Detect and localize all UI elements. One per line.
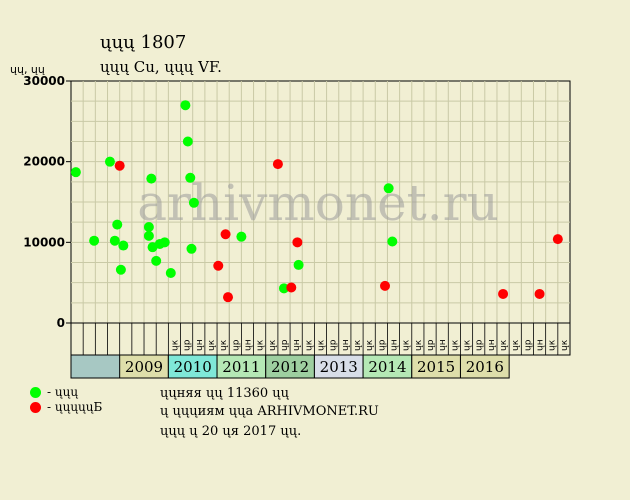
quarter-label: ųн — [341, 339, 351, 351]
sold-point — [186, 243, 197, 254]
sold-point — [118, 240, 129, 251]
quarter-label: ųн — [243, 339, 253, 351]
chart-subtitle: ųųų Cu, ųųų VF. — [100, 58, 222, 76]
quarter-label: ųк — [548, 339, 558, 351]
sold-point — [180, 100, 191, 111]
quarter-label: ųн — [536, 339, 546, 351]
year-label: 2011 — [222, 358, 260, 376]
quarter-label: ųк — [268, 339, 278, 351]
unsold-point — [223, 292, 234, 303]
quarter-label: ųр — [377, 339, 387, 351]
quarter-label: ųр — [183, 339, 193, 351]
sold-point — [293, 259, 304, 270]
quarter-label: ųк — [304, 339, 314, 351]
sold-point — [383, 183, 394, 194]
y-tick-label: 30000 — [23, 74, 65, 88]
sold-point — [104, 156, 115, 167]
sold-point — [143, 222, 154, 233]
info-average-price: ųųняя ųų 11360 ųų — [160, 386, 290, 401]
year-label: 2014 — [368, 358, 406, 376]
quarter-label: ųн — [438, 339, 448, 351]
quarter-label: ųн — [390, 339, 400, 351]
quarter-label: ųк — [256, 339, 266, 351]
quarter-label: ųн — [487, 339, 497, 351]
unsold-point — [498, 288, 509, 299]
year-label: 2015 — [417, 358, 455, 376]
legend-sold: - ųųų — [30, 385, 78, 399]
sold-point — [185, 172, 196, 183]
quarter-label: ųк — [463, 339, 473, 351]
year-cell — [459, 354, 510, 379]
quarter-label: ųк — [365, 339, 375, 351]
quarter-label: ųк — [317, 339, 327, 351]
quarter-label: ųр — [329, 339, 339, 351]
sold-point — [109, 235, 120, 246]
quarter-label: ųр — [523, 339, 533, 351]
legend-unsold: - ųųųųųБ — [30, 400, 102, 414]
unsold-point — [213, 260, 224, 271]
year-label: 2012 — [271, 358, 309, 376]
y-axis-label: ųų, ųų — [10, 63, 45, 76]
unsold-point — [272, 159, 283, 170]
quarter-label: ųк — [560, 339, 570, 351]
quarter-label: ųр — [426, 339, 436, 351]
unsold-point — [380, 280, 391, 291]
chart-title: ųųų 1807 — [100, 32, 187, 53]
sold-point — [236, 231, 247, 242]
quarter-label: ųк — [353, 339, 363, 351]
sold-point — [70, 167, 81, 178]
sold-point — [165, 267, 176, 278]
y-tick-label: 0 — [57, 316, 65, 330]
unsold-point — [286, 282, 297, 293]
sold-point — [188, 197, 199, 208]
year-label: 2010 — [174, 358, 212, 376]
quarter-label: ųк — [170, 339, 180, 351]
quarter-label: ųк — [414, 339, 424, 351]
unsold-point — [292, 237, 303, 248]
legend-sold-marker — [30, 386, 41, 398]
y-tick-label: 20000 — [23, 155, 65, 169]
quarter-label: ųн — [292, 339, 302, 351]
quarter-label: ųр — [280, 339, 290, 351]
unsold-point — [534, 288, 545, 299]
legend-sold-label: - ųųų — [47, 385, 79, 399]
quarter-label: ųр — [231, 339, 241, 351]
sold-point — [387, 236, 398, 247]
unsold-point — [220, 229, 231, 240]
sold-point — [278, 283, 289, 294]
sold-point — [89, 235, 100, 246]
year-label: 2016 — [466, 358, 504, 376]
info-date: ųųų ų 20 ųя 2017 ųų. — [160, 424, 302, 439]
sold-point — [143, 230, 154, 241]
sold-point — [151, 255, 162, 266]
quarter-label: ųр — [475, 339, 485, 351]
sold-point — [115, 264, 126, 275]
quarter-label: ųк — [219, 339, 229, 351]
quarter-label: ųн — [195, 339, 205, 351]
year-label: 2009 — [125, 358, 163, 376]
quarter-label: ųк — [499, 339, 509, 351]
unsold-point — [552, 234, 563, 245]
unsold-point — [114, 160, 125, 171]
sold-point — [146, 173, 157, 184]
info-source: ų ųųųиям ųųa ARHIVMONET.RU — [160, 404, 379, 419]
quarter-label: ųк — [402, 339, 412, 351]
quarter-label: ųк — [450, 339, 460, 351]
sold-point — [112, 219, 123, 230]
y-tick-label: 10000 — [23, 235, 65, 249]
legend-unsold-label: - ųųųųųБ — [47, 400, 103, 414]
sold-point — [159, 237, 170, 248]
quarter-label: ųк — [207, 339, 217, 351]
year-label: 2013 — [320, 358, 358, 376]
legend-unsold-marker — [30, 401, 41, 413]
quarter-label: ųк — [511, 339, 521, 351]
sold-point — [182, 136, 193, 147]
